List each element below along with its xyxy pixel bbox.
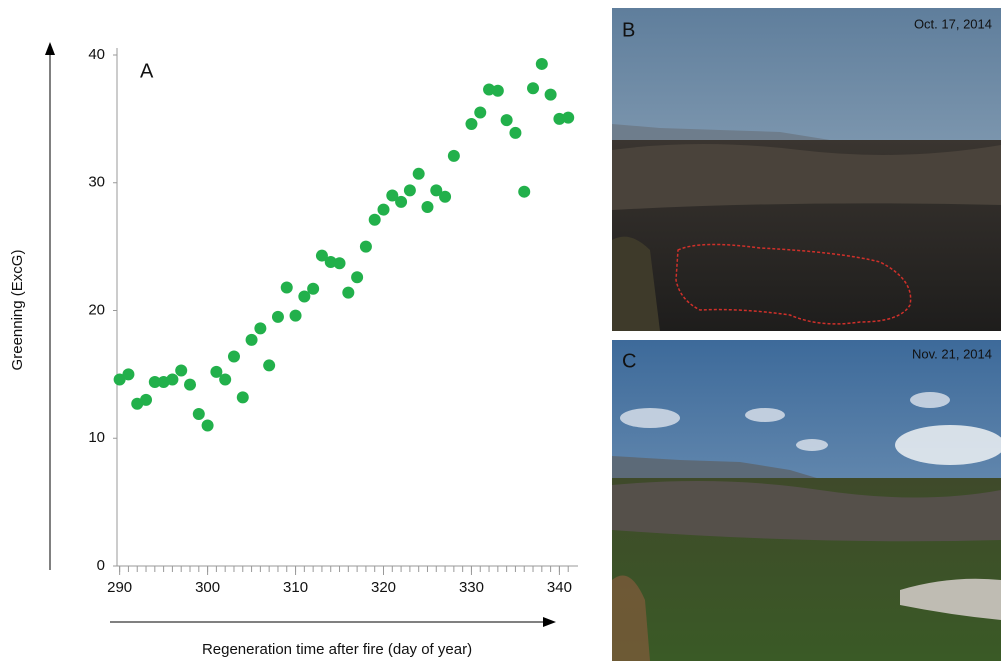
point bbox=[236, 391, 249, 404]
y-tick-label: 40 bbox=[88, 46, 105, 63]
x-tick-label: 330 bbox=[459, 579, 484, 596]
point bbox=[395, 195, 408, 208]
point bbox=[342, 286, 355, 299]
point bbox=[465, 117, 478, 130]
point bbox=[315, 249, 328, 262]
point bbox=[491, 84, 504, 97]
x-tick-label: 310 bbox=[283, 579, 308, 596]
point bbox=[113, 373, 126, 386]
point bbox=[184, 378, 197, 391]
x-tick-label: 300 bbox=[195, 579, 220, 596]
point bbox=[351, 271, 364, 284]
x-tick-label: 290 bbox=[107, 579, 132, 596]
point bbox=[509, 126, 522, 139]
photo-date: Nov. 21, 2014 bbox=[912, 346, 992, 361]
photo-label: B bbox=[622, 19, 635, 41]
point bbox=[518, 185, 531, 198]
point bbox=[412, 167, 425, 180]
point bbox=[201, 419, 214, 432]
point bbox=[122, 368, 135, 381]
point bbox=[271, 310, 284, 323]
point bbox=[447, 149, 460, 162]
x-arrow-head bbox=[543, 617, 556, 627]
y-tick-label: 10 bbox=[88, 429, 105, 446]
point bbox=[483, 83, 496, 96]
point bbox=[307, 282, 320, 295]
x-tick-label: 320 bbox=[371, 579, 396, 596]
x-tick-label: 340 bbox=[547, 579, 572, 596]
photo-c bbox=[612, 340, 1001, 661]
point bbox=[219, 373, 232, 386]
point bbox=[439, 190, 452, 203]
point bbox=[263, 359, 276, 372]
y-tick-label: 0 bbox=[97, 557, 105, 574]
point bbox=[500, 114, 513, 127]
point bbox=[254, 322, 267, 335]
point bbox=[324, 255, 337, 268]
x-axis-label: Regeneration time after fire (day of yea… bbox=[202, 641, 472, 658]
panel-label: A bbox=[140, 60, 154, 82]
y-axis-label: Greenning (ExcG) bbox=[9, 250, 26, 371]
point bbox=[474, 106, 487, 119]
point bbox=[421, 201, 434, 214]
point bbox=[289, 309, 302, 322]
point bbox=[175, 364, 188, 377]
point bbox=[280, 281, 293, 294]
point bbox=[535, 57, 548, 70]
point bbox=[430, 184, 443, 197]
y-tick-label: 30 bbox=[88, 174, 105, 191]
point bbox=[359, 240, 372, 253]
point bbox=[553, 112, 566, 125]
photo-label: C bbox=[622, 350, 636, 372]
point bbox=[527, 82, 540, 95]
point bbox=[368, 213, 381, 226]
photo-b bbox=[612, 8, 1001, 331]
point bbox=[210, 365, 223, 378]
point bbox=[140, 393, 153, 406]
point bbox=[166, 373, 179, 386]
y-tick-label: 20 bbox=[88, 301, 105, 318]
point bbox=[227, 350, 240, 363]
point bbox=[298, 290, 311, 303]
point bbox=[377, 203, 390, 216]
photo-date: Oct. 17, 2014 bbox=[914, 16, 992, 31]
point bbox=[562, 111, 575, 124]
point bbox=[192, 407, 205, 420]
point bbox=[544, 88, 557, 101]
y-arrow-head bbox=[45, 42, 55, 55]
point bbox=[148, 376, 161, 389]
point bbox=[403, 184, 416, 197]
point bbox=[245, 333, 258, 346]
point bbox=[333, 257, 346, 270]
point bbox=[386, 189, 399, 202]
